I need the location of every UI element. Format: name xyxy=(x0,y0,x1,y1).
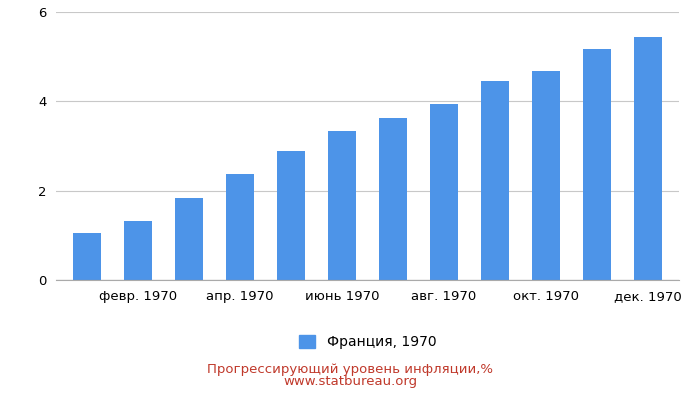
Text: Прогрессирующий уровень инфляции,%: Прогрессирующий уровень инфляции,% xyxy=(207,364,493,376)
Bar xyxy=(634,37,662,280)
Bar xyxy=(379,118,407,280)
Bar xyxy=(328,131,356,280)
Bar xyxy=(532,71,560,280)
Bar xyxy=(430,104,458,280)
Bar xyxy=(583,49,611,280)
Bar xyxy=(226,174,254,280)
Bar xyxy=(175,198,203,280)
Bar xyxy=(277,151,305,280)
Text: www.statbureau.org: www.statbureau.org xyxy=(283,376,417,388)
Bar xyxy=(124,221,152,280)
Legend: Франция, 1970: Франция, 1970 xyxy=(299,335,436,349)
Bar xyxy=(73,233,101,280)
Bar xyxy=(481,81,509,280)
